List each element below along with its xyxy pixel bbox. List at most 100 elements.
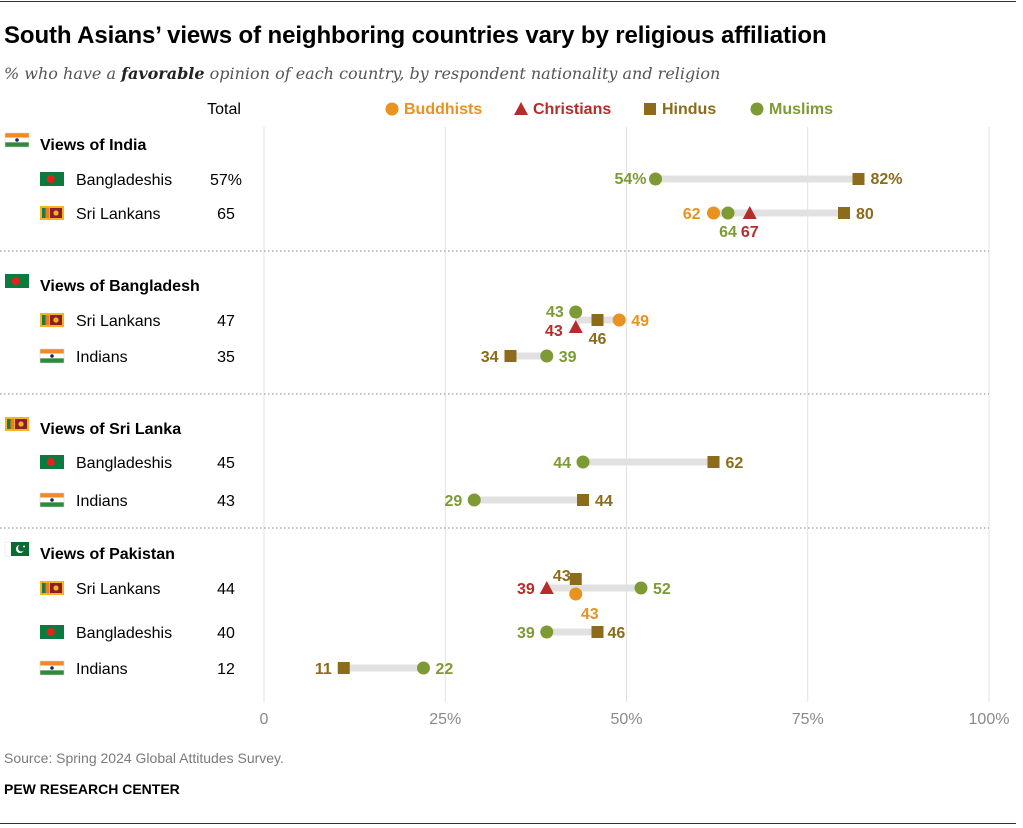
row-flag-india	[39, 660, 65, 676]
row-flag-bangladesh	[40, 172, 64, 186]
data-point-hindus	[707, 456, 720, 468]
data-label-muslims: 43	[546, 304, 564, 321]
row-flag-india	[39, 492, 65, 508]
data-label-muslims: 29	[444, 493, 462, 510]
x-tick-label-75: 75%	[792, 711, 824, 728]
data-point-muslims	[467, 493, 481, 507]
row-total: 44	[217, 581, 235, 598]
x-tick-label-0: 0	[260, 711, 269, 728]
data-point-christians	[539, 581, 554, 594]
section-heading: Views of Sri Lanka	[40, 421, 181, 438]
row-total: 40	[217, 625, 235, 642]
data-point-hindus	[569, 573, 582, 585]
data-label-muslims: 54%	[614, 171, 646, 188]
row-total: 47	[217, 313, 235, 330]
row-total: 45	[217, 455, 235, 472]
data-point-muslims	[634, 581, 648, 595]
data-label-christians: 43	[545, 323, 563, 340]
data-label-muslims: 52	[653, 581, 671, 598]
data-label-christians: 67	[741, 224, 759, 241]
data-point-buddhists	[707, 206, 720, 220]
section-flag-bangladesh	[5, 274, 29, 288]
legend-marker-muslims	[750, 102, 764, 116]
data-label-hindus: 46	[589, 331, 607, 348]
data-point-muslims	[569, 305, 583, 319]
data-label-muslims: 44	[553, 455, 571, 472]
row-label: Bangladeshis	[76, 625, 172, 642]
data-label-hindus: 80	[856, 206, 874, 223]
row-total: 12	[217, 661, 235, 678]
legend-marker-hindus	[644, 103, 656, 115]
x-tick-label-25: 25%	[429, 711, 461, 728]
section-flag-srilanka	[5, 417, 29, 431]
data-label-christians: 39	[517, 581, 535, 598]
data-point-hindus	[504, 350, 517, 362]
row-label: Indians	[76, 493, 128, 510]
row-label: Indians	[76, 661, 128, 678]
data-point-muslims	[540, 625, 554, 639]
top-rule	[0, 1, 1016, 2]
section-flag-pakistan	[4, 541, 29, 557]
section-heading: Views of India	[40, 137, 147, 154]
data-label-hindus: 43	[553, 568, 571, 585]
row-label: Sri Lankans	[76, 313, 161, 330]
data-label-muslims: 39	[559, 349, 577, 366]
data-point-muslims	[649, 172, 662, 186]
chart-title: South Asians’ views of neighboring count…	[4, 22, 827, 49]
data-point-hindus	[337, 662, 350, 674]
data-label-buddhists: 43	[581, 606, 599, 623]
row-label: Sri Lankans	[76, 581, 161, 598]
row-flag-srilanka	[40, 313, 64, 327]
data-label-hindus: 11	[315, 661, 332, 678]
data-point-buddhists	[569, 587, 583, 601]
source-note: Source: Spring 2024 Global Attitudes Sur…	[4, 750, 284, 766]
section-heading: Views of Pakistan	[40, 546, 175, 563]
x-tick-label-100: 100%	[969, 711, 1010, 728]
row-flag-india	[39, 348, 65, 364]
row-flag-bangladesh	[40, 455, 64, 469]
data-point-christians	[568, 320, 583, 333]
data-point-buddhists	[612, 313, 626, 327]
subtitle-suffix: opinion of each country, by respondent n…	[204, 64, 721, 83]
section-heading: Views of Bangladesh	[40, 278, 200, 295]
data-point-hindus	[591, 626, 604, 638]
legend-label-hindus: Hindus	[662, 101, 716, 118]
x-tick-label-50: 50%	[610, 711, 642, 728]
legend-label-christians: Christians	[533, 101, 611, 118]
data-label-hindus: 34	[481, 349, 499, 366]
total-column-header: Total	[207, 101, 241, 118]
data-label-muslims: 22	[436, 661, 454, 678]
legend-label-muslims: Muslims	[769, 101, 833, 118]
row-label: Bangladeshis	[76, 455, 172, 472]
legend-marker-christians	[514, 102, 528, 115]
data-point-muslims	[721, 206, 735, 220]
data-label-hindus: 46	[608, 625, 626, 642]
data-label-buddhists: 49	[631, 313, 649, 330]
row-label: Indians	[76, 349, 128, 366]
organization-name: PEW RESEARCH CENTER	[4, 781, 180, 797]
data-label-buddhists: 62	[683, 206, 701, 223]
row-total: 65	[217, 206, 235, 223]
legend-marker-buddhists	[385, 102, 399, 116]
data-label-hindus: 62	[726, 455, 744, 472]
row-flag-srilanka	[40, 581, 64, 595]
data-point-christians	[742, 206, 757, 219]
row-flag-srilanka	[40, 206, 64, 220]
row-total: 43	[217, 493, 235, 510]
row-total: 35	[217, 349, 235, 366]
data-label-muslims: 39	[517, 625, 535, 642]
data-point-hindus	[591, 314, 604, 326]
dot-plot-chart: 0 25% 50% 75% 100% Total Buddhists Christians Hi…	[0, 101, 1010, 728]
row-total: 57%	[210, 172, 242, 189]
data-label-hindus: 44	[595, 493, 613, 510]
row-flag-bangladesh	[40, 625, 64, 639]
data-point-hindus	[577, 494, 589, 506]
data-point-muslims	[417, 661, 430, 675]
bottom-rule	[0, 823, 1016, 824]
data-point-muslims	[540, 349, 554, 363]
subtitle-emphasis: favorable	[121, 64, 205, 83]
data-label-hindus: 82%	[871, 171, 903, 188]
data-point-hindus	[838, 207, 850, 219]
section-flag-india	[4, 132, 30, 148]
row-label: Sri Lankans	[76, 206, 161, 223]
